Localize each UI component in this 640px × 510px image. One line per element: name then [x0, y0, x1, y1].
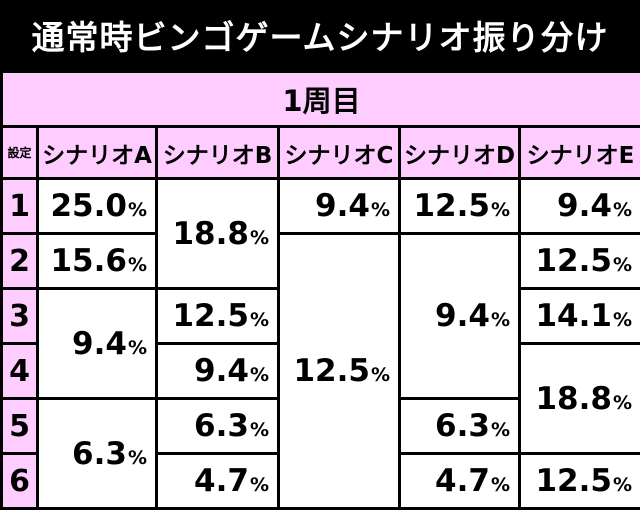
scenario-a-value: 9.4%: [38, 289, 157, 399]
setting-label: 2: [2, 234, 38, 289]
setting-label: 5: [2, 399, 38, 454]
round-header: 1周目: [2, 72, 640, 127]
scenario-b-header: シナリオB: [157, 127, 279, 179]
setting-label: 6: [2, 454, 38, 509]
scenario-a-value: 6.3%: [38, 399, 157, 509]
scenario-e-header: シナリオE: [520, 127, 640, 179]
scenario-b-value: 18.8%: [157, 179, 279, 289]
scenario-b-value: 12.5%: [157, 289, 279, 344]
scenario-table: 1周目 設定 シナリオA シナリオB シナリオC シナリオD シナリオE 1 2…: [0, 70, 640, 510]
scenario-e-value: 12.5%: [520, 234, 640, 289]
scenario-d-value: 9.4%: [400, 234, 520, 399]
page-title: 通常時ビンゴゲームシナリオ振り分け: [0, 0, 640, 70]
scenario-e-value: 9.4%: [520, 179, 640, 234]
scenario-a-value: 15.6%: [38, 234, 157, 289]
scenario-c-value: 9.4%: [279, 179, 400, 234]
scenario-d-value: 4.7%: [400, 454, 520, 509]
scenario-c-value: 12.5%: [279, 234, 400, 509]
scenario-c-header: シナリオC: [279, 127, 400, 179]
scenario-a-header: シナリオA: [38, 127, 157, 179]
scenario-d-value: 12.5%: [400, 179, 520, 234]
scenario-e-value: 18.8%: [520, 344, 640, 454]
scenario-b-value: 6.3%: [157, 399, 279, 454]
scenario-d-value: 6.3%: [400, 399, 520, 454]
setting-label: 4: [2, 344, 38, 399]
scenario-a-value: 25.0%: [38, 179, 157, 234]
scenario-e-value: 14.1%: [520, 289, 640, 344]
scenario-b-value: 4.7%: [157, 454, 279, 509]
setting-label: 3: [2, 289, 38, 344]
scenario-b-value: 9.4%: [157, 344, 279, 399]
setting-column-header: 設定: [2, 127, 38, 179]
scenario-d-header: シナリオD: [400, 127, 520, 179]
scenario-e-value: 12.5%: [520, 454, 640, 509]
setting-label: 1: [2, 179, 38, 234]
